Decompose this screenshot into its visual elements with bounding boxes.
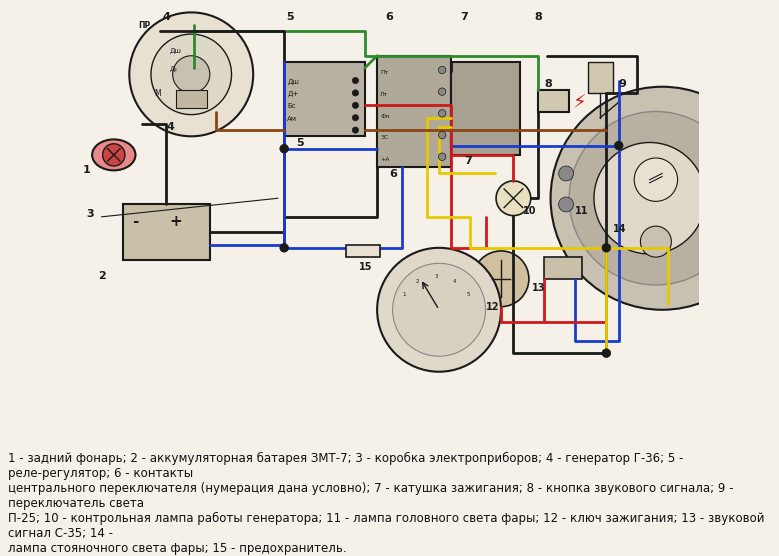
FancyBboxPatch shape: [346, 245, 380, 257]
Text: 4: 4: [163, 12, 171, 22]
Circle shape: [439, 66, 446, 74]
Text: Дш: Дш: [170, 48, 182, 54]
Text: Фл: Фл: [380, 114, 390, 119]
Text: +А: +А: [380, 157, 390, 162]
Text: +: +: [170, 214, 182, 229]
Circle shape: [151, 34, 231, 115]
Text: 4: 4: [167, 122, 174, 132]
Circle shape: [634, 158, 678, 201]
Circle shape: [352, 77, 358, 83]
Circle shape: [377, 248, 501, 372]
Text: Д+: Д+: [287, 91, 298, 97]
Circle shape: [280, 244, 288, 252]
FancyBboxPatch shape: [545, 257, 582, 279]
Text: 5: 5: [297, 137, 304, 147]
Text: 7: 7: [460, 12, 467, 22]
Text: 13: 13: [532, 283, 545, 293]
Text: 8: 8: [534, 12, 542, 22]
Circle shape: [551, 87, 774, 310]
Circle shape: [129, 12, 253, 136]
FancyBboxPatch shape: [538, 90, 569, 112]
FancyBboxPatch shape: [176, 90, 206, 108]
Circle shape: [473, 251, 529, 307]
Text: 5: 5: [467, 292, 470, 297]
Text: 11: 11: [576, 206, 589, 216]
Text: 3: 3: [86, 209, 93, 219]
Text: 9: 9: [619, 79, 626, 89]
Text: 14: 14: [612, 224, 626, 234]
Circle shape: [439, 153, 446, 161]
Ellipse shape: [92, 140, 136, 170]
Text: 2: 2: [415, 279, 419, 284]
Text: 5: 5: [287, 12, 294, 22]
Text: ⚡: ⚡: [573, 93, 586, 112]
FancyBboxPatch shape: [123, 205, 210, 260]
Text: 6: 6: [390, 168, 397, 178]
Text: -: -: [132, 214, 139, 229]
FancyBboxPatch shape: [452, 62, 520, 155]
Circle shape: [352, 115, 358, 121]
Text: 1 - задний фонарь; 2 - аккумуляторная батарея ЗМТ-7; 3 - коробка электроприборов: 1 - задний фонарь; 2 - аккумуляторная ба…: [8, 452, 764, 555]
Text: ПР: ПР: [139, 21, 151, 30]
Text: 1: 1: [402, 292, 405, 297]
Text: 1: 1: [83, 166, 90, 176]
Text: Пт: Пт: [380, 71, 389, 76]
Circle shape: [594, 142, 706, 254]
Text: Ам: Ам: [287, 116, 298, 122]
Text: Бс: Бс: [287, 103, 296, 110]
Circle shape: [439, 131, 446, 139]
Text: 2: 2: [98, 271, 106, 281]
Circle shape: [103, 144, 125, 166]
Circle shape: [173, 56, 210, 93]
Circle shape: [439, 110, 446, 117]
Text: 4: 4: [453, 279, 456, 284]
Circle shape: [602, 349, 611, 358]
Circle shape: [640, 226, 671, 257]
FancyBboxPatch shape: [587, 62, 612, 93]
Circle shape: [352, 90, 358, 96]
Text: 8: 8: [545, 79, 552, 89]
FancyBboxPatch shape: [377, 56, 452, 167]
Text: М: М: [154, 89, 160, 98]
Circle shape: [352, 127, 358, 133]
Circle shape: [352, 102, 358, 108]
Text: 10: 10: [523, 206, 536, 216]
Text: Д₁: Д₁: [170, 66, 178, 72]
Text: 12: 12: [485, 302, 499, 312]
Text: Дш: Дш: [287, 78, 299, 85]
Text: Лт: Лт: [380, 92, 389, 97]
Circle shape: [615, 141, 623, 150]
Circle shape: [559, 166, 573, 181]
Circle shape: [280, 145, 288, 153]
Text: ЗС: ЗС: [380, 136, 389, 141]
FancyBboxPatch shape: [284, 62, 365, 136]
Circle shape: [602, 244, 611, 252]
Circle shape: [569, 112, 742, 285]
Circle shape: [496, 181, 530, 216]
Text: 15: 15: [358, 261, 372, 271]
Circle shape: [393, 264, 485, 356]
Circle shape: [559, 197, 573, 212]
Text: 7: 7: [464, 156, 471, 166]
Circle shape: [439, 88, 446, 96]
Text: 3: 3: [434, 274, 438, 279]
Text: 6: 6: [386, 12, 393, 22]
